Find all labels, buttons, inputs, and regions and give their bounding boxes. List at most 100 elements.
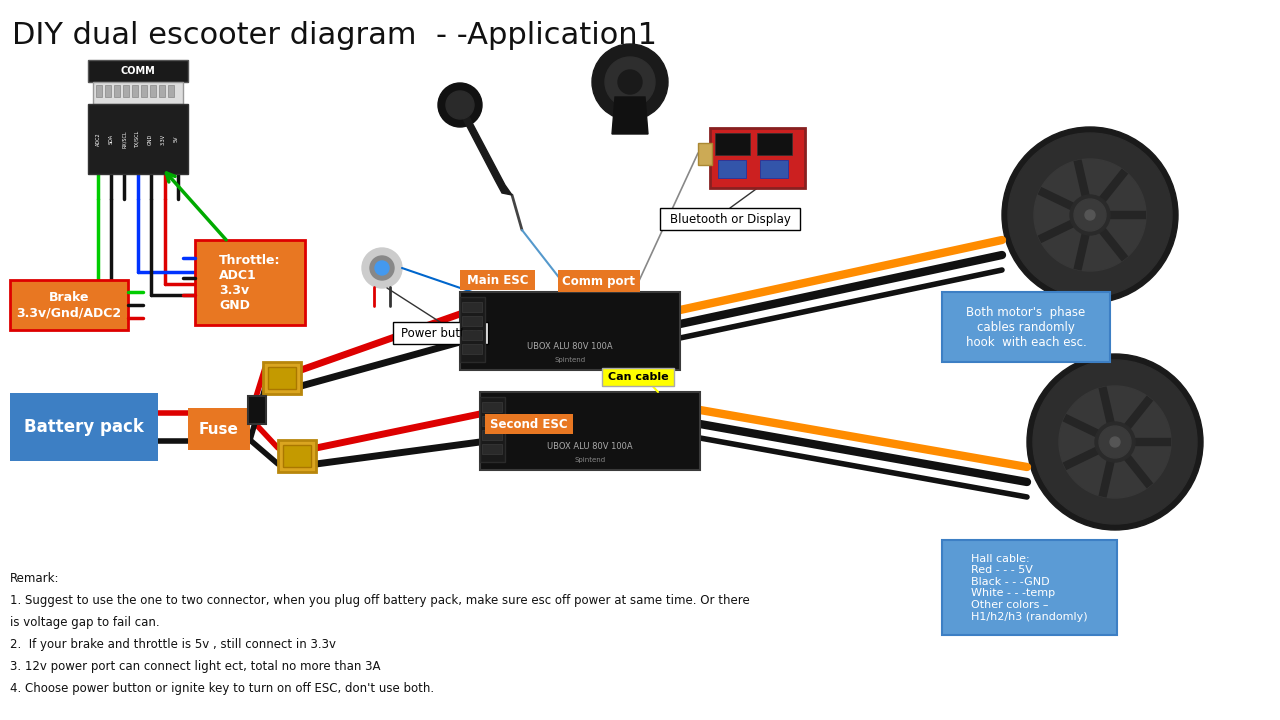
Bar: [93, 82, 183, 104]
Text: Spintend: Spintend: [575, 457, 605, 463]
Polygon shape: [612, 97, 648, 134]
Circle shape: [605, 57, 655, 107]
Text: Hall cable:
Red - - - 5V
Black - - -GND
White - - -temp
Other colors –
H1/h2/h3 : Hall cable: Red - - - 5V Black - - -GND …: [972, 554, 1088, 621]
Bar: [159, 85, 165, 97]
Circle shape: [445, 91, 474, 119]
Bar: [462, 330, 483, 340]
Bar: [480, 397, 506, 462]
Circle shape: [362, 248, 402, 288]
Bar: [105, 85, 111, 97]
Circle shape: [1027, 354, 1203, 530]
Bar: [10, 393, 157, 461]
Text: 2.  If your brake and throttle is 5v , still connect in 3.3v: 2. If your brake and throttle is 5v , st…: [10, 638, 337, 651]
Circle shape: [1110, 437, 1120, 447]
Text: Bluetooth or Display: Bluetooth or Display: [669, 212, 791, 225]
Bar: [114, 85, 120, 97]
Bar: [268, 367, 296, 389]
Bar: [10, 280, 128, 330]
Bar: [660, 208, 800, 230]
Text: Second ESC: Second ESC: [490, 418, 568, 431]
Text: Comm port: Comm port: [562, 274, 635, 287]
Circle shape: [1033, 360, 1197, 524]
Bar: [483, 430, 502, 440]
Text: TX/SCL: TX/SCL: [134, 130, 140, 148]
Bar: [558, 270, 640, 292]
Circle shape: [1002, 127, 1178, 303]
Text: Spintend: Spintend: [554, 357, 585, 363]
Bar: [132, 85, 138, 97]
Circle shape: [1100, 426, 1132, 458]
Text: Remark:: Remark:: [10, 572, 59, 585]
Bar: [460, 297, 485, 362]
Bar: [96, 85, 102, 97]
Circle shape: [1007, 133, 1172, 297]
Bar: [462, 344, 483, 354]
Bar: [718, 160, 746, 178]
Text: Can cable: Can cable: [608, 372, 668, 382]
Circle shape: [1085, 210, 1094, 220]
Text: 3.3V: 3.3V: [160, 133, 165, 145]
Bar: [462, 302, 483, 312]
Bar: [698, 143, 712, 165]
Bar: [141, 85, 147, 97]
Text: ADC2: ADC2: [96, 132, 101, 146]
Bar: [168, 85, 174, 97]
Circle shape: [438, 83, 483, 127]
Text: UBOX ALU 80V 100A: UBOX ALU 80V 100A: [527, 342, 613, 351]
Text: DIY dual escooter diagram  - -Application1: DIY dual escooter diagram - -Application…: [12, 20, 657, 50]
Text: RX/SCL: RX/SCL: [122, 130, 127, 148]
Bar: [602, 368, 675, 386]
Bar: [88, 60, 188, 82]
Text: 3. 12v power port can connect light ect, total no more than 3A: 3. 12v power port can connect light ect,…: [10, 660, 380, 673]
Circle shape: [1070, 195, 1110, 235]
Text: Main ESC: Main ESC: [467, 274, 529, 287]
Text: 1. Suggest to use the one to two connector, when you plug off battery pack, make: 1. Suggest to use the one to two connect…: [10, 594, 750, 607]
Text: is voltage gap to fail can.: is voltage gap to fail can.: [10, 616, 160, 629]
Bar: [480, 392, 700, 470]
Bar: [278, 440, 316, 472]
Text: Fuse: Fuse: [200, 421, 239, 436]
Text: UBOX ALU 80V 100A: UBOX ALU 80V 100A: [547, 442, 632, 451]
Bar: [460, 270, 535, 290]
Bar: [716, 133, 750, 155]
Bar: [460, 292, 680, 370]
Circle shape: [1059, 386, 1171, 498]
Text: GND: GND: [147, 133, 152, 145]
Bar: [710, 128, 805, 188]
Text: Battery pack: Battery pack: [24, 418, 143, 436]
Bar: [483, 416, 502, 426]
Bar: [188, 408, 250, 450]
Circle shape: [1034, 159, 1146, 271]
Bar: [485, 414, 573, 434]
Bar: [462, 316, 483, 326]
Bar: [248, 396, 266, 424]
Text: SDA: SDA: [109, 134, 114, 144]
Circle shape: [1074, 199, 1106, 231]
Bar: [942, 540, 1117, 635]
Text: Both motor's  phase
cables randomly
hook  with each esc.: Both motor's phase cables randomly hook …: [965, 305, 1087, 348]
Text: 5V: 5V: [174, 136, 178, 143]
Text: Throttle:
ADC1
3.3v
GND: Throttle: ADC1 3.3v GND: [219, 253, 280, 312]
Text: Brake
3.3v/Gnd/ADC2: Brake 3.3v/Gnd/ADC2: [17, 291, 122, 319]
Bar: [393, 322, 488, 344]
Bar: [123, 85, 129, 97]
Bar: [195, 240, 305, 325]
Bar: [942, 292, 1110, 362]
Bar: [283, 445, 311, 467]
Circle shape: [591, 44, 668, 120]
Bar: [262, 362, 301, 394]
Bar: [756, 133, 792, 155]
Circle shape: [1094, 422, 1135, 462]
Bar: [760, 160, 788, 178]
Text: Power button: Power button: [401, 326, 479, 340]
Circle shape: [370, 256, 394, 280]
Text: 4. Choose power button or ignite key to turn on off ESC, don't use both.: 4. Choose power button or ignite key to …: [10, 682, 434, 695]
Circle shape: [618, 70, 643, 94]
Polygon shape: [460, 113, 512, 195]
Circle shape: [375, 261, 389, 275]
Text: COMM: COMM: [120, 66, 155, 76]
Bar: [483, 402, 502, 412]
Bar: [150, 85, 156, 97]
Bar: [483, 444, 502, 454]
Bar: [88, 104, 188, 174]
